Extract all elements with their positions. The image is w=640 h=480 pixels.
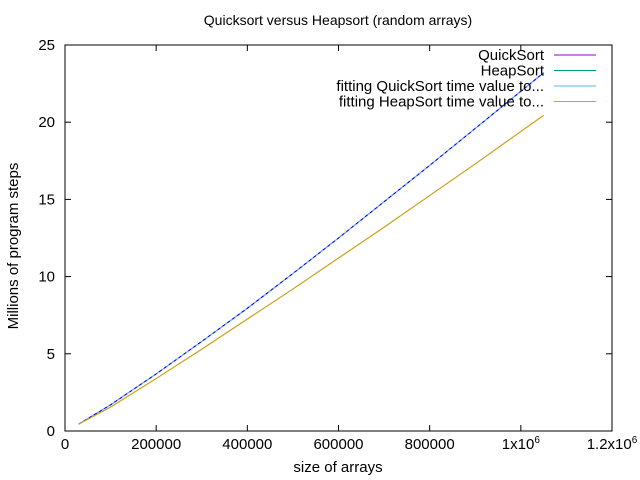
- x-tick-exponent: 6: [534, 435, 540, 446]
- y-tick-label: 15: [38, 191, 55, 208]
- x-tick-label: 0: [61, 436, 69, 453]
- y-tick-label: 25: [38, 37, 55, 54]
- x-axis-label: size of arrays: [293, 459, 382, 476]
- x-tick-label: 400000: [222, 436, 272, 453]
- series-line-2: [78, 72, 544, 425]
- legend-label: HeapSort: [481, 63, 545, 80]
- y-axis-label: Millions of program steps: [5, 163, 22, 330]
- series-line-0: [78, 72, 544, 425]
- legend-label: fitting QuickSort time value to...: [336, 78, 544, 95]
- plot-frame: [64, 44, 613, 432]
- series-line-1: [78, 114, 544, 425]
- y-tick-label: 5: [47, 346, 55, 363]
- legend-label: fitting HeapSort time value to...: [339, 94, 544, 111]
- legend-label: QuickSort: [478, 47, 545, 64]
- series-line-3: [78, 114, 544, 425]
- y-tick-label: 0: [47, 423, 55, 440]
- y-tick-label: 20: [38, 114, 55, 131]
- series-line-2-dashes: [78, 72, 544, 425]
- y-tick-label: 10: [38, 269, 55, 286]
- x-tick-label: 1x106: [502, 435, 541, 453]
- x-tick-label: 1.2x106: [587, 435, 638, 453]
- x-tick-label: 200000: [131, 436, 181, 453]
- x-tick-exponent: 6: [632, 435, 638, 446]
- x-tick-label: 800000: [405, 436, 455, 453]
- x-tick-label: 600000: [313, 436, 363, 453]
- chart-title: Quicksort versus Heapsort (random arrays…: [204, 12, 472, 28]
